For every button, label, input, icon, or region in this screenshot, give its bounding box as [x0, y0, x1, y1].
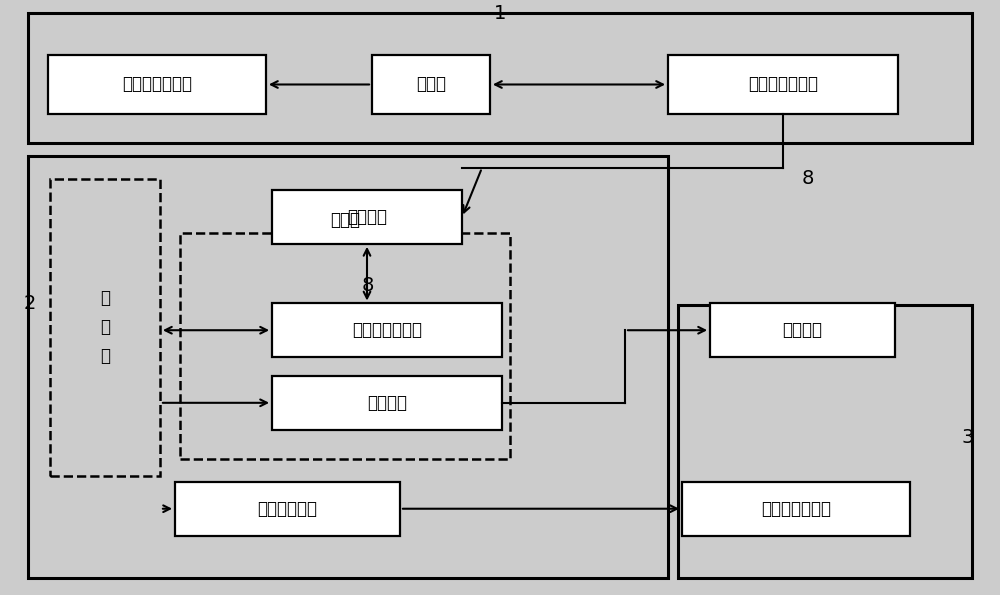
Text: 测试元件分系统: 测试元件分系统: [761, 500, 831, 518]
Text: 光电滑环: 光电滑环: [347, 208, 387, 226]
Text: 控制电路: 控制电路: [367, 394, 407, 412]
Text: 第二光纤收发器: 第二光纤收发器: [352, 321, 422, 339]
Text: 2: 2: [24, 294, 36, 313]
Text: 控制盒: 控制盒: [330, 211, 360, 229]
Bar: [28, 156, 668, 578]
Bar: [180, 233, 510, 459]
Bar: [682, 482, 910, 536]
Bar: [668, 55, 898, 114]
Bar: [710, 303, 895, 357]
Bar: [28, 13, 972, 143]
Bar: [50, 178, 160, 476]
Text: 上位机: 上位机: [416, 76, 446, 93]
Bar: [175, 482, 400, 536]
Text: 3: 3: [962, 428, 974, 447]
Text: 下
位
机: 下 位 机: [100, 289, 110, 365]
Text: 起爆元件: 起爆元件: [782, 321, 822, 339]
Bar: [272, 376, 502, 430]
Bar: [272, 190, 462, 244]
Text: 摄像系统显示器: 摄像系统显示器: [122, 76, 192, 93]
Text: 第一光纤收发器: 第一光纤收发器: [748, 76, 818, 93]
Text: 8: 8: [802, 169, 814, 188]
Bar: [272, 303, 502, 357]
Bar: [372, 55, 490, 114]
Text: 调理器分系统: 调理器分系统: [258, 500, 318, 518]
Bar: [678, 305, 972, 578]
Text: 1: 1: [494, 4, 506, 23]
Text: 8: 8: [362, 276, 374, 295]
Bar: [48, 55, 266, 114]
